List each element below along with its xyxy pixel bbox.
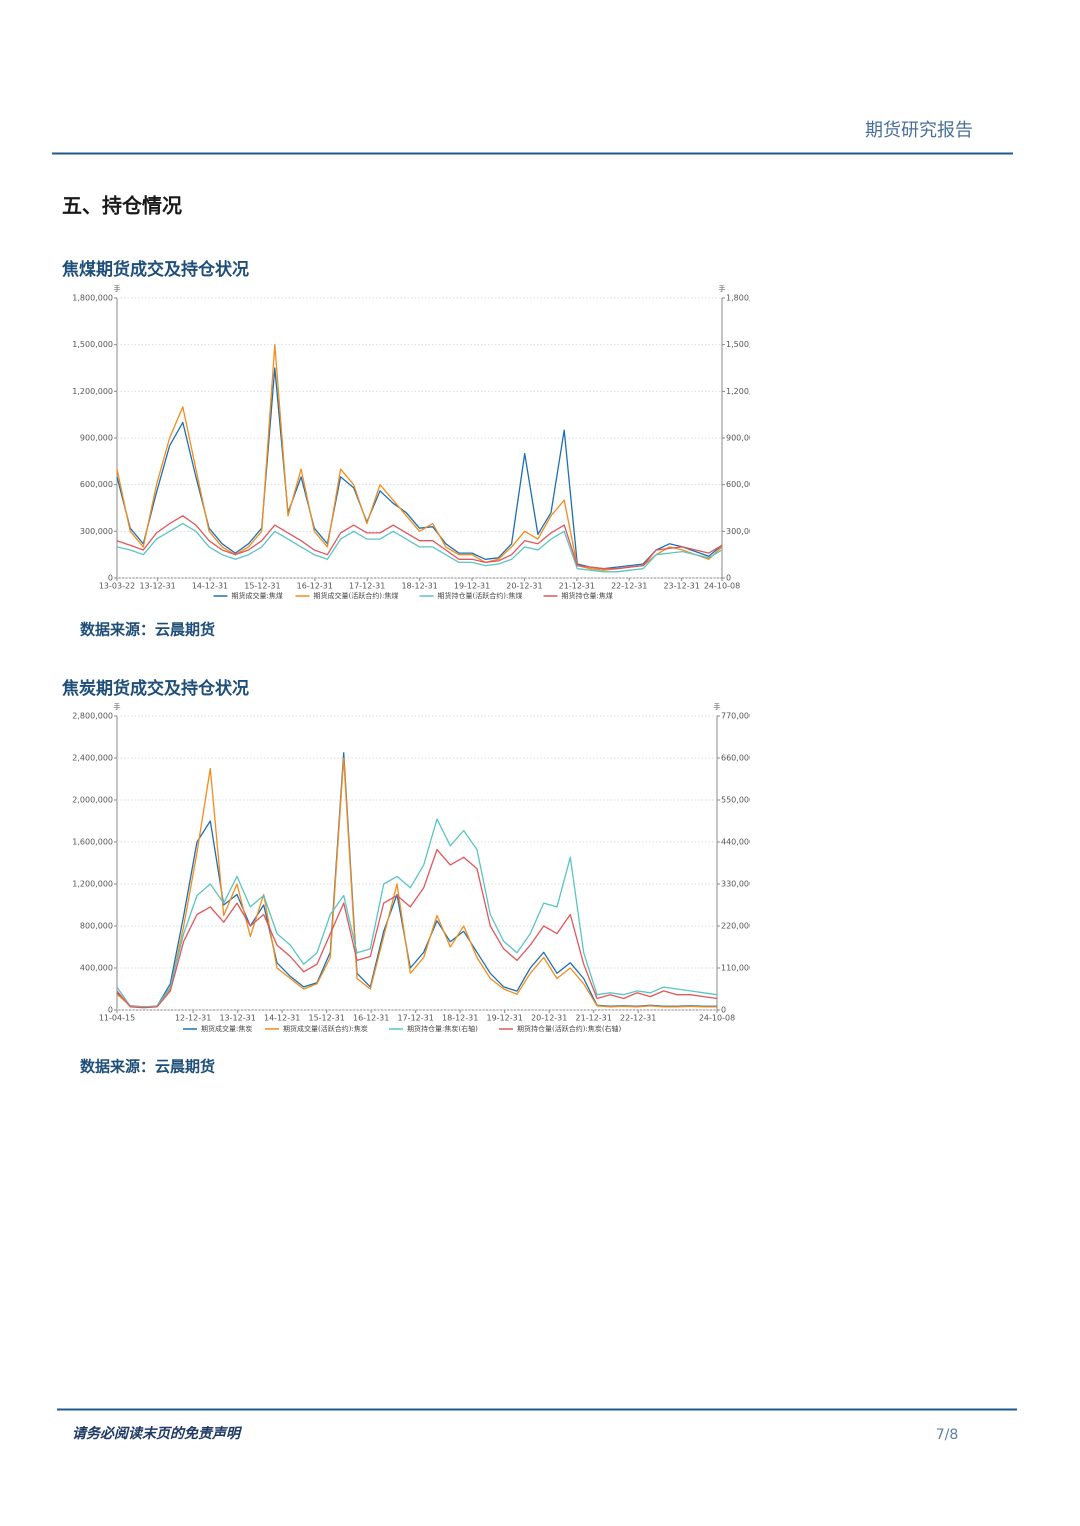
y2-tick-label: 660,000 — [721, 754, 754, 763]
y2-tick-label: 0 — [721, 1006, 726, 1015]
x-tick-label: 24-10-08 — [704, 582, 740, 591]
y2-tick-label: 1,500,000 — [726, 340, 767, 349]
disclaimer: 请务必阅读末页的免责声明 — [72, 1425, 243, 1442]
series-line — [116, 522, 723, 573]
source: 数据来源：云晨期货 — [80, 1058, 215, 1076]
y-tick-label: 0 — [108, 1006, 113, 1015]
y2-tick-label: 900,000 — [726, 434, 759, 443]
x-tick-label: 15-12-31 — [308, 1014, 344, 1023]
y-tick-label: 1,200,000 — [72, 387, 113, 396]
axis-unit: 手 — [714, 702, 721, 711]
x-tick-label: 19-12-31 — [454, 582, 490, 591]
series-line — [116, 344, 723, 571]
y-tick-label: 1,600,000 — [72, 838, 113, 847]
legend-label: 期货成交量(活跃合约):焦煤 — [314, 591, 399, 600]
y2-tick-label: 770,000 — [721, 712, 754, 721]
y-tick-label: 2,800,000 — [72, 712, 113, 721]
y2-tick-label: 440,000 — [721, 838, 754, 847]
x-tick-label: 16-12-31 — [353, 1014, 389, 1023]
y-tick-label: 400,000 — [80, 964, 113, 973]
x-tick-label: 14-12-31 — [192, 582, 228, 591]
x-tick-label: 12-12-31 — [175, 1014, 211, 1023]
y2-tick-label: 0 — [726, 574, 731, 583]
x-tick-label: 19-12-31 — [487, 1014, 523, 1023]
header-title: 期货研究报告 — [865, 120, 973, 141]
y-tick-label: 1,500,000 — [72, 340, 113, 349]
y-tick-label: 2,400,000 — [72, 754, 113, 763]
y-tick-label: 300,000 — [80, 527, 113, 536]
axis-unit: 手 — [114, 284, 121, 293]
x-tick-label: 18-12-31 — [442, 1014, 478, 1023]
x-tick-label: 22-12-31 — [620, 1014, 656, 1023]
y2-tick-label: 550,000 — [721, 796, 754, 805]
series-line — [116, 367, 723, 570]
chart-title: 焦炭期货成交及持仓状况 — [61, 678, 249, 699]
series-line — [116, 757, 717, 1008]
x-tick-label: 21-12-31 — [576, 1014, 612, 1023]
source: 数据来源：云晨期货 — [80, 621, 215, 639]
legend-label: 期货持仓量:焦煤 — [562, 591, 613, 600]
page-number: 7/8 — [936, 1427, 959, 1443]
y-tick-label: 800,000 — [80, 922, 113, 931]
series-line — [116, 848, 718, 1009]
x-tick-label: 17-12-31 — [349, 582, 385, 591]
y-tick-label: 1,800,000 — [72, 294, 113, 303]
x-tick-label: 21-12-31 — [559, 582, 595, 591]
x-tick-label: 13-12-31 — [219, 1014, 255, 1023]
axis-unit: 手 — [719, 284, 726, 293]
y-tick-label: 900,000 — [80, 434, 113, 443]
x-tick-label: 17-12-31 — [398, 1014, 434, 1023]
x-tick-label: 20-12-31 — [531, 1014, 567, 1023]
section-title: 五、持仓情况 — [62, 194, 182, 218]
y-tick-label: 600,000 — [80, 480, 113, 489]
y-tick-label: 1,200,000 — [72, 880, 113, 889]
y2-tick-label: 220,000 — [721, 922, 754, 931]
x-tick-label: 13-12-31 — [139, 582, 175, 591]
y2-tick-label: 600,000 — [726, 480, 759, 489]
y-tick-label: 0 — [108, 574, 113, 583]
y2-tick-label: 330,000 — [721, 880, 754, 889]
legend-label: 期货成交量(活跃合约):焦炭 — [283, 1024, 368, 1033]
legend-label: 期货成交量:焦煤 — [232, 591, 283, 600]
series-line — [116, 818, 718, 1008]
axis-unit: 手 — [114, 702, 121, 711]
legend-label: 期货持仓量(活跃合约):焦炭(右轴) — [517, 1024, 622, 1033]
chart: 手 手 0 400,000 800,000 1,200,000 1,600,000 2,000… — [72, 702, 754, 1033]
x-tick-label: 22-12-31 — [611, 582, 647, 591]
x-tick-label: 24-10-08 — [699, 1014, 735, 1023]
x-tick-label: 18-12-31 — [401, 582, 437, 591]
legend-label: 期货持仓量(活跃合约):焦煤 — [438, 591, 523, 600]
chart-title: 焦煤期货成交及持仓状况 — [61, 259, 249, 280]
x-tick-label: 11-04-15 — [99, 1014, 135, 1023]
legend-label: 期货成交量:焦炭 — [201, 1024, 252, 1033]
y-tick-label: 2,000,000 — [72, 796, 113, 805]
legend-label: 期货持仓量:焦炭(右轴) — [407, 1024, 478, 1033]
y2-tick-label: 110,000 — [721, 964, 754, 973]
x-tick-label: 15-12-31 — [244, 582, 280, 591]
x-tick-label: 13-03-22 — [99, 582, 135, 591]
y2-tick-label: 1,200,000 — [726, 387, 767, 396]
y2-tick-label: 300,000 — [726, 527, 759, 536]
x-tick-label: 23-12-31 — [663, 582, 699, 591]
series-line — [116, 515, 723, 570]
x-tick-label: 14-12-31 — [264, 1014, 300, 1023]
x-tick-label: 20-12-31 — [506, 582, 542, 591]
y2-tick-label: 1,800,000 — [726, 294, 767, 303]
chart: 手 手 0 300,000 600,000 900,000 1,200,000 1,500,0… — [72, 284, 767, 600]
x-tick-label: 16-12-31 — [297, 582, 333, 591]
